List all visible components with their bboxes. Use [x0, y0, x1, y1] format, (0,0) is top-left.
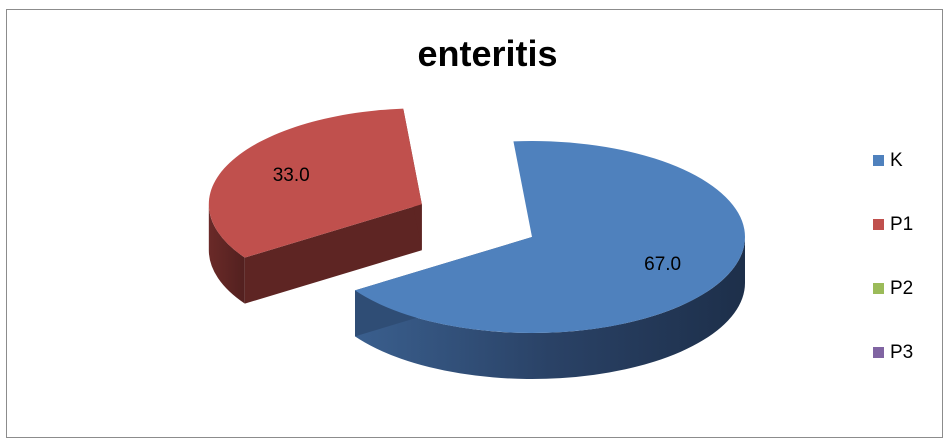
legend-item-p1: P1 — [873, 210, 943, 239]
pie-slice-k — [355, 141, 745, 380]
legend-swatch — [873, 155, 884, 166]
legend: K P1 P2 P3 — [873, 146, 943, 402]
chart-title: enteritis — [417, 33, 558, 74]
pie-slice-top-p1 — [208, 108, 422, 258]
legend-label: P1 — [890, 213, 914, 235]
data-label-p1: 33.0 — [273, 165, 310, 186]
pie-slice-top-k — [355, 141, 745, 333]
legend-swatch — [873, 283, 884, 294]
legend-swatch — [873, 219, 884, 230]
data-label-k: 67.0 — [644, 254, 681, 275]
pie-slice-side-k — [355, 237, 745, 380]
legend-item-p3: P3 — [873, 338, 943, 367]
pie-slice-side-p1 — [208, 204, 245, 304]
legend-label: P2 — [890, 277, 914, 299]
pie-slice-p1 — [208, 108, 422, 304]
legend-item-p2: P2 — [873, 274, 943, 303]
legend-label: K — [890, 149, 903, 171]
legend-label: P3 — [890, 341, 914, 363]
legend-item-k: K — [873, 146, 943, 175]
legend-swatch — [873, 347, 884, 358]
